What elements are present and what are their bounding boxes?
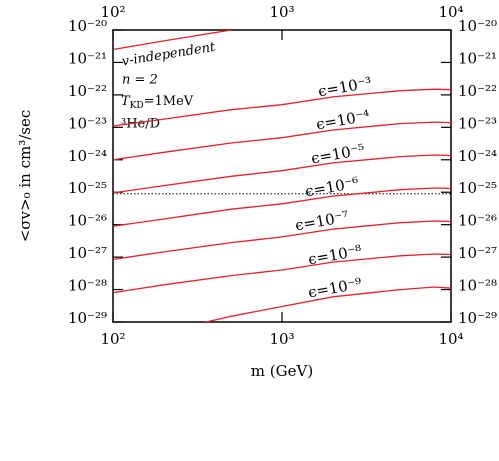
y-tick-label: 10⁻²²	[68, 82, 107, 100]
series-line	[113, 30, 232, 51]
annotation-symbol: T	[121, 94, 131, 109]
y-tick-label-right: 10⁻²⁸	[458, 277, 497, 295]
x-tick-label: 10³	[269, 330, 294, 348]
y-tick-label-right: 10⁻²⁰	[458, 17, 497, 35]
series-line	[113, 220, 451, 261]
x-axis-label: m (GeV)	[251, 362, 313, 380]
series-label: ϵ=10⁻⁹	[307, 274, 363, 301]
x-tick-label-top: 10²	[100, 3, 125, 21]
annotation-value: =1MeV	[144, 94, 194, 109]
y-tick-label-right: 10⁻²⁴	[458, 147, 497, 165]
y-tick-label: 10⁻²⁸	[68, 277, 107, 295]
annotation: TKD=1MeV	[121, 94, 194, 111]
x-tick-label: 10⁴	[438, 330, 463, 348]
series-line	[113, 253, 451, 294]
annotation: ³He/D	[121, 117, 160, 132]
series-label: ϵ=10⁻³	[317, 73, 373, 100]
series-line	[203, 286, 451, 322]
y-tick-label-right: 10⁻²⁶	[458, 212, 497, 230]
x-tick-label-top: 10³	[269, 3, 294, 21]
x-tick-label: 10²	[100, 330, 125, 348]
y-tick-label: 10⁻²¹	[68, 49, 107, 67]
y-tick-label: 10⁻²⁰	[68, 17, 107, 35]
y-tick-label-right: 10⁻²⁷	[458, 244, 497, 262]
plot-area	[113, 30, 451, 322]
y-tick-label: 10⁻²⁴	[68, 147, 107, 165]
y-tick-label-right: 10⁻²⁹	[458, 309, 497, 327]
series-label: ϵ=10⁻⁵	[310, 140, 366, 167]
y-tick-label-right: 10⁻²⁵	[458, 179, 497, 197]
y-tick-label-right: 10⁻²²	[458, 82, 497, 100]
y-tick-label: 10⁻²³	[68, 114, 107, 132]
x-tick-label-top: 10⁴	[438, 3, 463, 21]
series-line	[113, 121, 451, 161]
y-tick-label: 10⁻²⁹	[68, 309, 107, 327]
y-tick-label: 10⁻²⁶	[68, 212, 107, 230]
series-line	[113, 187, 451, 227]
series-label: ϵ=10⁻⁸	[307, 241, 363, 268]
y-axis-label: <σv>₀ in cm³/sec	[16, 110, 34, 243]
annotation: n = 2	[122, 73, 158, 88]
y-tick-label-right: 10⁻²¹	[458, 49, 497, 67]
series-label: v-independent	[121, 40, 217, 70]
annotation-subscript: KD	[130, 101, 144, 111]
y-tick-label-right: 10⁻²³	[458, 114, 497, 132]
series-line	[113, 154, 451, 194]
series-line	[113, 88, 451, 127]
plot-frame	[112, 29, 452, 323]
y-tick-label: 10⁻²⁵	[68, 179, 107, 197]
y-tick-label: 10⁻²⁷	[68, 244, 107, 262]
